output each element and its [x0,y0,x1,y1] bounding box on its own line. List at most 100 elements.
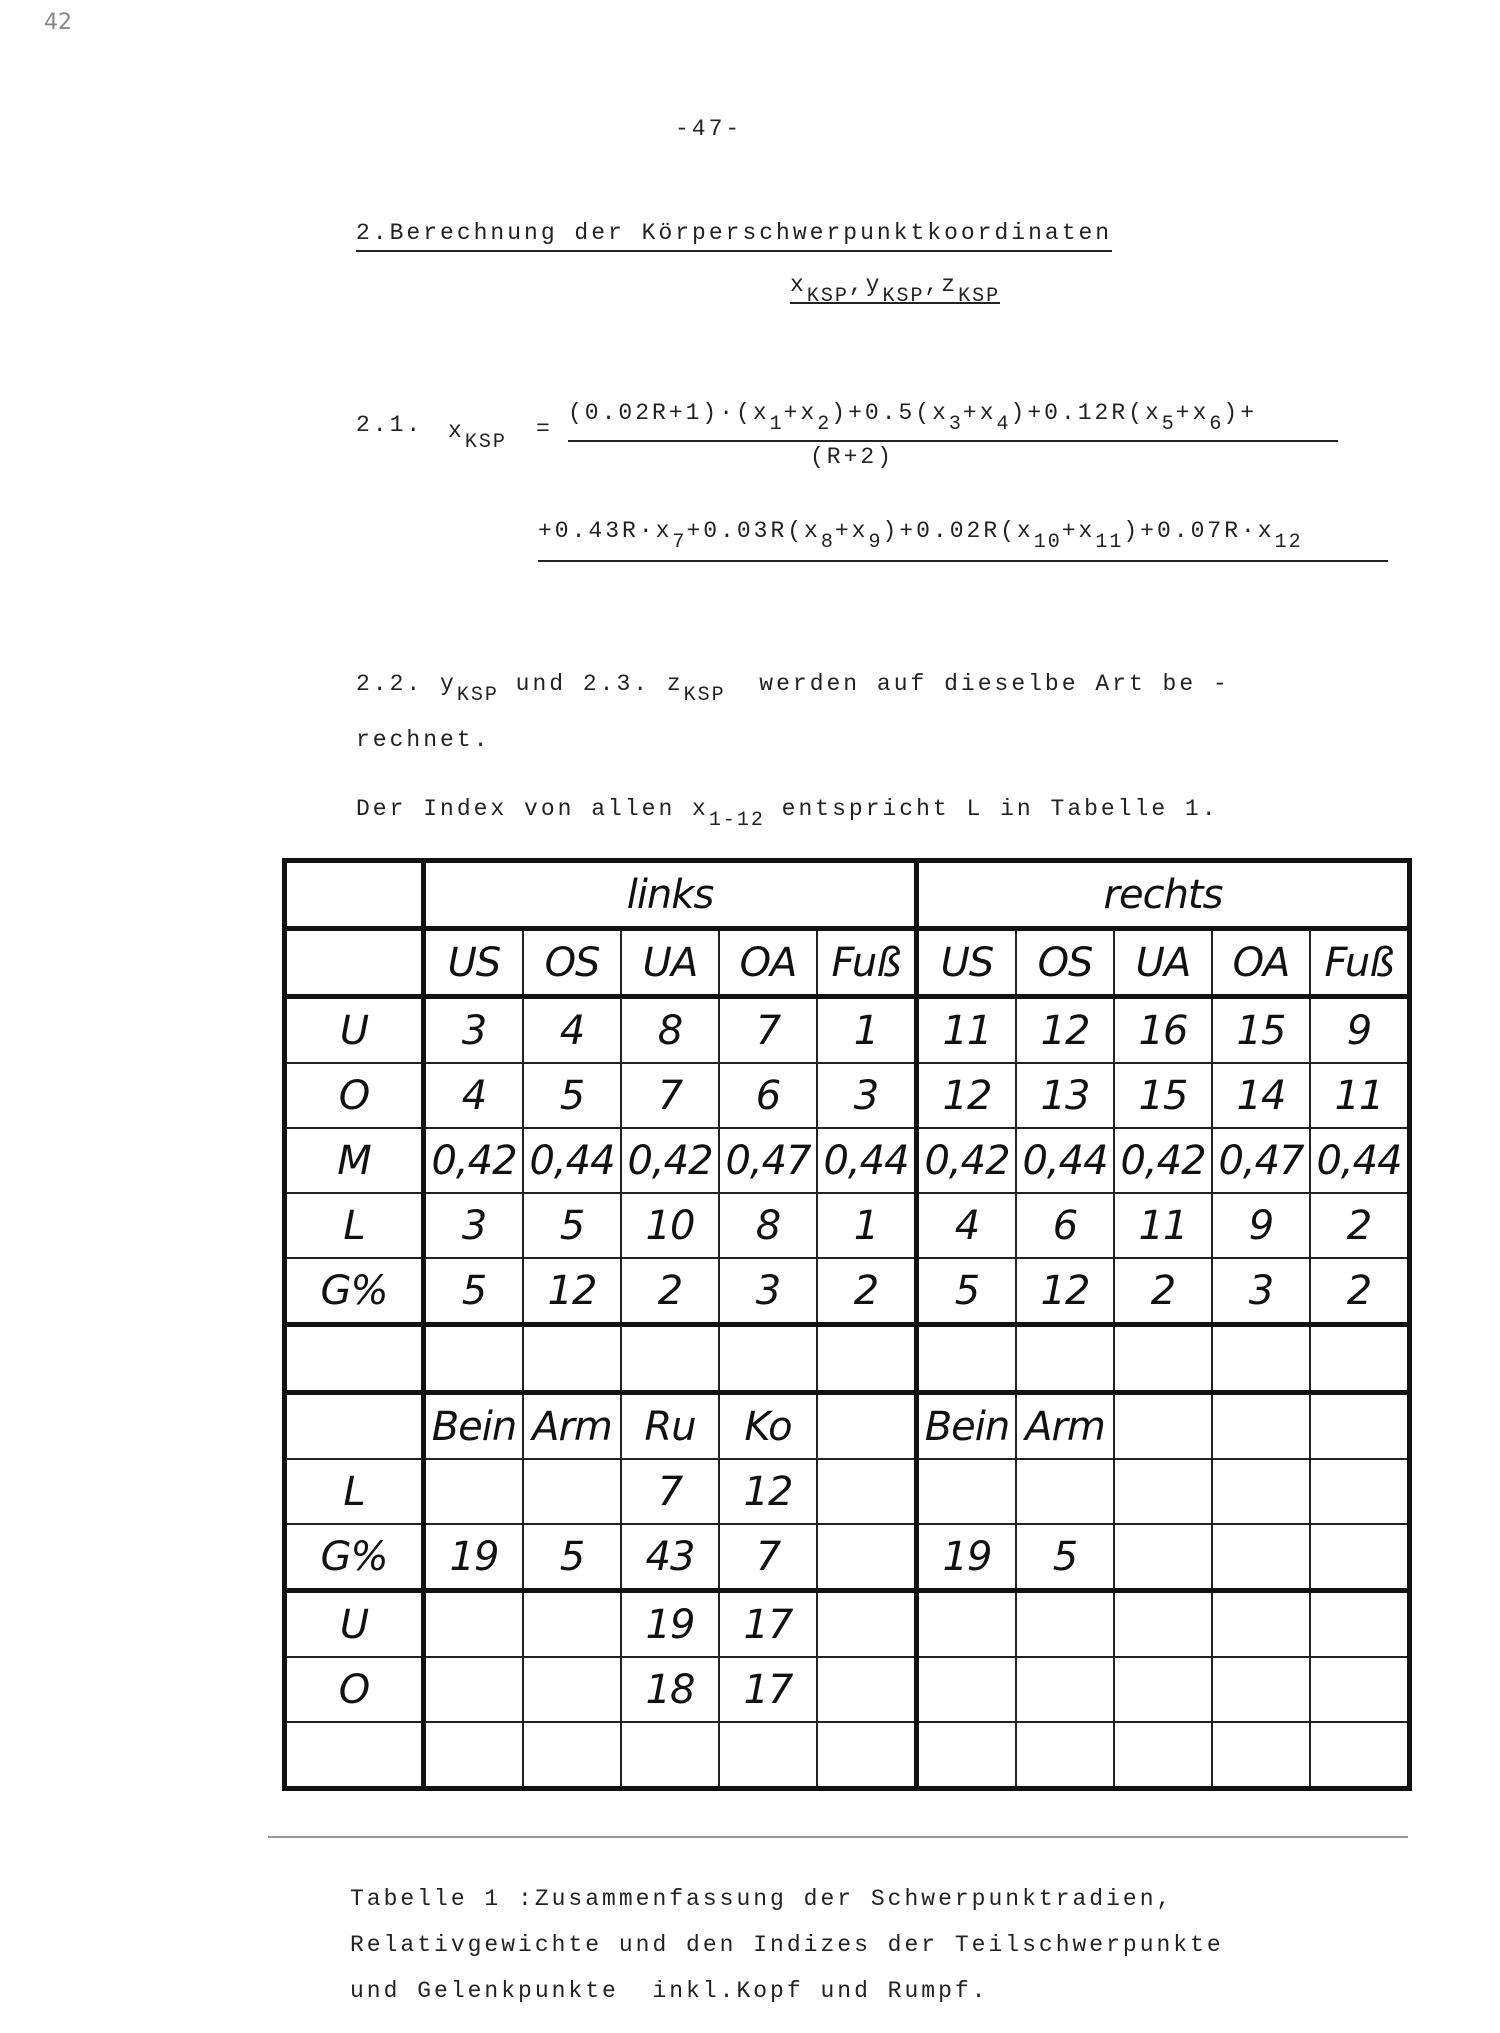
subscript: KSP [958,285,1001,308]
cell [283,859,426,931]
cell: 5 [522,1523,622,1593]
cell: 0,47 [1211,1127,1311,1194]
cell: 2 [816,1257,919,1327]
subscript: 6 [1209,413,1224,436]
formula-eq: = [536,416,553,442]
cell: L [283,1458,426,1525]
cell: 13 [1015,1062,1115,1129]
subscript: 1 [769,413,784,436]
cell: 3 [1211,1257,1311,1327]
cell: 7 [718,995,818,1064]
cell [422,1656,524,1723]
cell: 17 [718,1589,818,1658]
cell [620,1721,720,1790]
cell: 15 [1211,995,1311,1064]
cell: 0,42 [1113,1127,1213,1194]
subscript: 2 [817,413,832,436]
cell: 16 [1113,995,1213,1064]
text: (0.02R+1)·(x [568,400,770,426]
cell: 11 [1309,1062,1411,1129]
cell [1113,1523,1213,1593]
cell [422,1458,524,1525]
cell: 7 [620,1062,720,1129]
cell: 5 [915,1257,1017,1327]
cell [283,927,426,999]
cell: 12 [915,1062,1017,1129]
cell: 5 [1015,1523,1115,1593]
cell: 12 [718,1458,818,1525]
cell: G% [283,1523,426,1593]
table-row [283,1721,1411,1790]
formula-label: 2.1. [356,412,424,438]
cell [522,1721,622,1790]
cell: 7 [620,1458,720,1525]
paragraph: 2.2. yKSP und 2.3. zKSP werden auf diese… [356,662,1230,762]
cell [1211,1721,1311,1790]
cell: Bein [915,1391,1017,1460]
cell: 3 [422,995,524,1064]
cell: Ko [718,1391,818,1460]
cell [522,1656,622,1723]
table-row: L 3 5 10 8 1 4 6 11 9 2 [283,1192,1411,1259]
cell [422,1323,524,1395]
cell [816,1458,919,1525]
subscript: KSP [882,285,925,308]
cell [816,1589,919,1658]
cell [1015,1589,1115,1658]
cell: 0,42 [915,1127,1017,1194]
cell [816,1523,919,1593]
cell [1211,1323,1311,1395]
cell: 10 [620,1192,720,1259]
cell: 0,44 [1309,1127,1411,1194]
cell: 5 [422,1257,524,1327]
cell [1113,1458,1213,1525]
cell: G% [283,1257,426,1327]
cell [1015,1656,1115,1723]
heading: 2.Berechnung der Körperschwerpunktkoordi… [356,220,1113,252]
subscript: KSP [806,285,849,308]
cell: 0,47 [718,1127,818,1194]
subscript: 11 [1095,531,1124,554]
group-header: links [422,859,919,931]
cell [1211,1589,1311,1658]
cell: 1 [816,1192,919,1259]
table-row: G% 19 5 43 7 19 5 [283,1523,1411,1593]
cell [816,1656,919,1723]
group-header: rechts [915,859,1411,931]
cell: 2 [1309,1257,1411,1327]
formula-numerator: (0.02R+1)·(x1+x2)+0.5(x3+x4)+0.12R(x5+x6… [568,400,1338,442]
cell: 4 [522,995,622,1064]
cell [283,1391,426,1460]
cell: O [283,1062,426,1129]
cell [1211,1523,1311,1593]
cell [915,1721,1017,1790]
text: +x [1061,518,1096,544]
cell [1211,1656,1311,1723]
table: links rechts US OS UA OA Fuß US OS UA OA Fuß U 3 4 8 7 1 1… [282,858,1412,1791]
cell: 0,44 [522,1127,622,1194]
cell [620,1323,720,1395]
cell [915,1458,1017,1525]
subscript: 9 [868,531,883,554]
cell: Ru [620,1391,720,1460]
cell: 12 [1015,995,1115,1064]
subscript: 8 [820,531,835,554]
cell: 5 [522,1062,622,1129]
text: +0.03R(x [686,518,821,544]
text: rechnet. [356,727,491,753]
cell [915,1656,1017,1723]
cell: 17 [718,1656,818,1723]
cell: M [283,1127,426,1194]
cell [1211,1458,1311,1525]
cell [1309,1589,1411,1658]
cell: U [283,995,426,1064]
cell: 8 [718,1192,818,1259]
text: +x [834,518,869,544]
cell: 8 [620,995,720,1064]
paragraph-line: 2.2. yKSP und 2.3. zKSP werden auf diese… [356,662,1230,718]
cell [522,1589,622,1658]
table-row: O 4 5 7 6 3 12 13 15 14 11 [283,1062,1411,1129]
text: +x [1175,400,1210,426]
cell: Fuß [1309,927,1411,999]
cell [522,1323,622,1395]
